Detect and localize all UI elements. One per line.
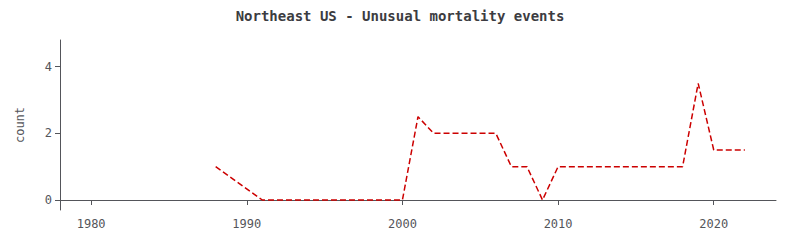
svg-text:2020: 2020 xyxy=(699,217,728,231)
svg-text:1980: 1980 xyxy=(77,217,106,231)
svg-text:2010: 2010 xyxy=(544,217,573,231)
svg-text:4: 4 xyxy=(45,60,52,74)
svg-text:Northeast US - Unusual mortali: Northeast US - Unusual mortality events xyxy=(236,8,565,24)
svg-text:2000: 2000 xyxy=(388,217,417,231)
svg-text:1990: 1990 xyxy=(232,217,261,231)
svg-text:2: 2 xyxy=(45,126,52,140)
svg-text:count: count xyxy=(13,107,27,143)
svg-text:0: 0 xyxy=(45,193,52,207)
